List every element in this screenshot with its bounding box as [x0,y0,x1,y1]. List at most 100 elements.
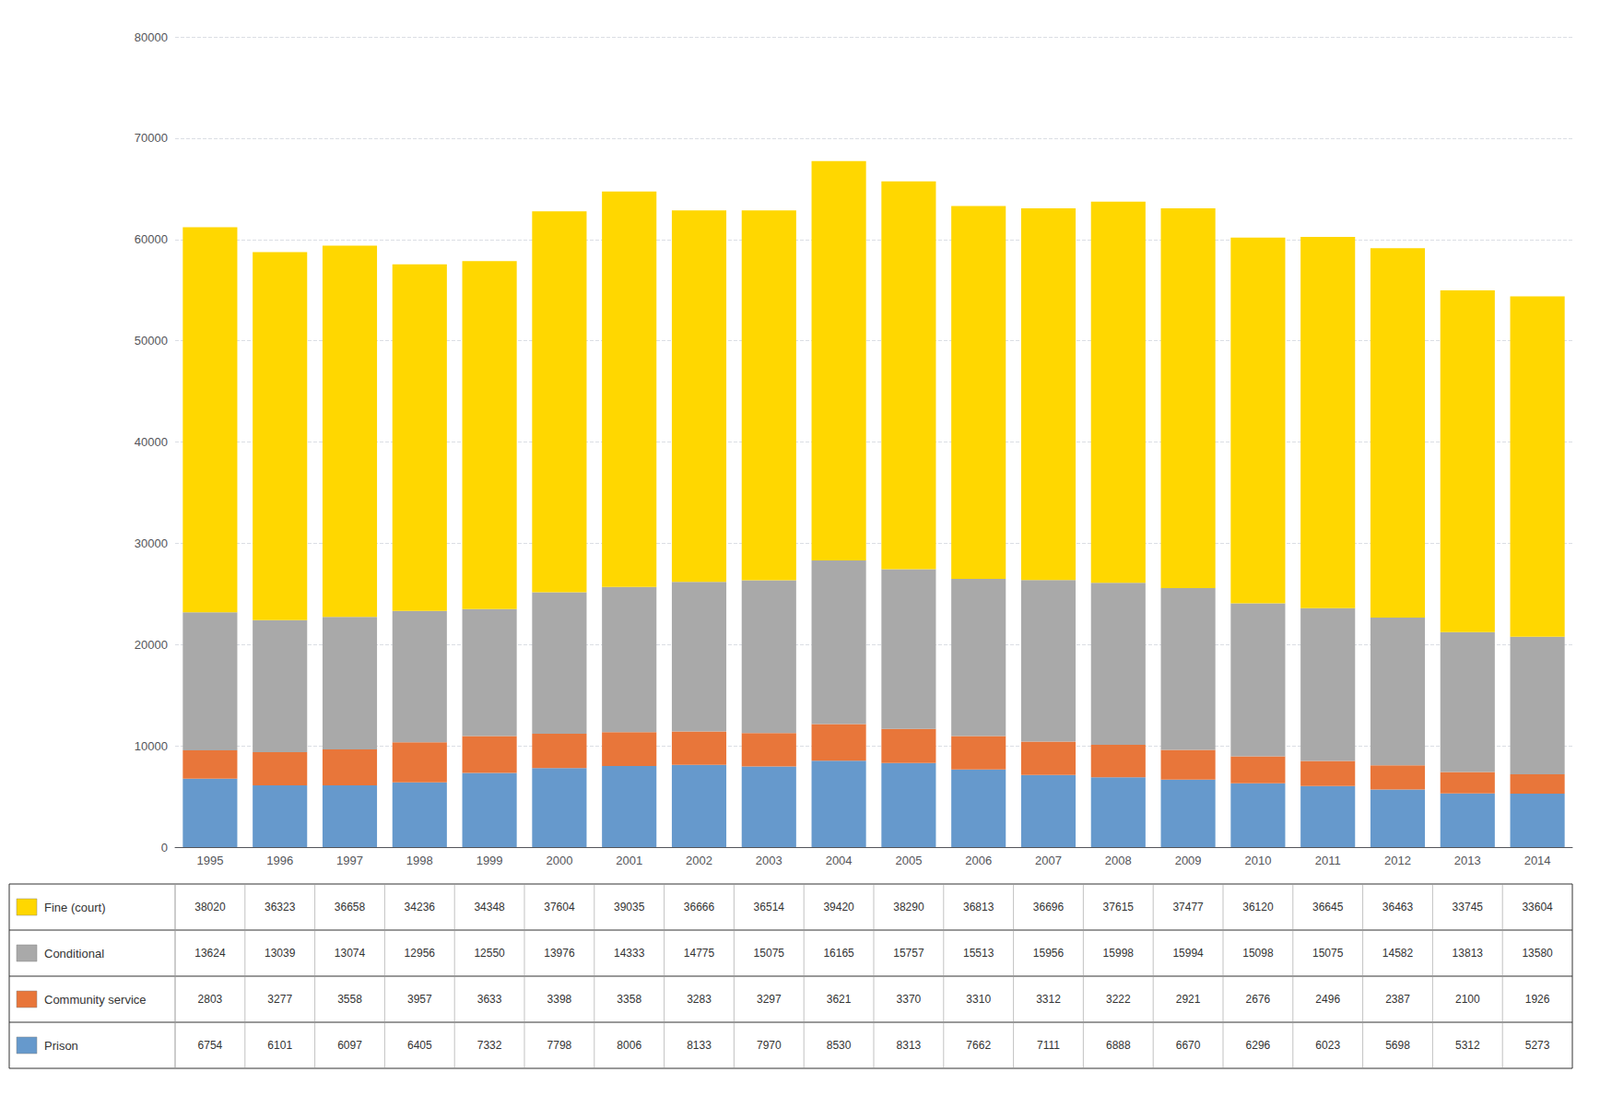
svg-text:6023: 6023 [1315,1038,1341,1052]
svg-text:Community service: Community service [44,992,147,1007]
svg-text:36696: 36696 [1033,900,1065,914]
svg-text:12956: 12956 [404,946,436,960]
svg-text:15513: 15513 [963,946,995,960]
svg-text:Conditional: Conditional [44,946,105,961]
svg-text:33745: 33745 [1452,900,1484,914]
svg-text:1926: 1926 [1525,992,1551,1006]
svg-text:14582: 14582 [1382,946,1414,960]
svg-text:2011: 2011 [1315,853,1342,868]
svg-text:38290: 38290 [893,900,925,914]
svg-text:5273: 5273 [1525,1038,1551,1052]
svg-text:6670: 6670 [1176,1038,1201,1052]
svg-text:39035: 39035 [613,900,646,914]
svg-text:3310: 3310 [965,992,991,1006]
svg-text:1996: 1996 [266,853,294,868]
svg-text:1995: 1995 [196,853,224,868]
svg-text:7662: 7662 [965,1038,991,1052]
svg-text:12550: 12550 [473,946,506,960]
svg-text:2002: 2002 [685,853,713,868]
svg-text:13813: 13813 [1452,946,1484,960]
svg-text:13074: 13074 [334,946,366,960]
svg-text:1997: 1997 [336,853,364,868]
svg-text:6754: 6754 [198,1038,224,1052]
svg-text:1998: 1998 [406,853,434,868]
svg-text:8006: 8006 [616,1038,642,1052]
svg-text:3633: 3633 [477,992,503,1006]
svg-text:34236: 34236 [404,900,436,914]
svg-text:37615: 37615 [1103,900,1135,914]
svg-text:6296: 6296 [1246,1038,1271,1052]
svg-text:15757: 15757 [893,946,925,960]
svg-text:15998: 15998 [1103,946,1135,960]
svg-text:2000: 2000 [545,853,573,868]
svg-text:6888: 6888 [1105,1038,1131,1052]
svg-text:2001: 2001 [615,853,643,868]
svg-text:60000: 60000 [134,232,168,247]
svg-text:2008: 2008 [1105,853,1132,868]
svg-text:7332: 7332 [477,1038,503,1052]
svg-text:3277: 3277 [267,992,293,1006]
svg-text:50000: 50000 [134,333,168,348]
svg-text:2496: 2496 [1315,992,1341,1006]
svg-text:3558: 3558 [337,992,363,1006]
svg-text:Fine (court): Fine (court) [44,900,106,915]
svg-text:15994: 15994 [1172,946,1204,960]
svg-text:2803: 2803 [198,992,224,1006]
svg-text:30000: 30000 [134,536,168,551]
svg-text:3297: 3297 [756,992,782,1006]
svg-text:36813: 36813 [963,900,995,914]
svg-text:36514: 36514 [753,900,786,914]
svg-text:5698: 5698 [1385,1038,1411,1052]
svg-text:2014: 2014 [1524,853,1552,868]
svg-text:3283: 3283 [686,992,712,1006]
svg-text:5312: 5312 [1455,1038,1481,1052]
svg-text:3957: 3957 [407,992,433,1006]
svg-text:36666: 36666 [683,900,716,914]
svg-text:3222: 3222 [1105,992,1131,1006]
svg-text:2006: 2006 [964,853,992,868]
svg-text:36323: 36323 [264,900,296,914]
svg-text:10000: 10000 [134,739,168,753]
svg-text:13976: 13976 [543,946,576,960]
svg-text:14775: 14775 [683,946,716,960]
svg-text:8133: 8133 [686,1038,712,1052]
svg-text:70000: 70000 [134,130,168,145]
svg-text:3621: 3621 [826,992,852,1006]
svg-text:2012: 2012 [1384,853,1412,868]
svg-text:2009: 2009 [1175,853,1202,868]
svg-text:6101: 6101 [267,1038,293,1052]
svg-text:7798: 7798 [547,1038,573,1052]
svg-text:15075: 15075 [753,946,786,960]
svg-text:15956: 15956 [1033,946,1065,960]
svg-text:2007: 2007 [1035,853,1062,868]
svg-text:37604: 37604 [543,900,576,914]
svg-text:13580: 13580 [1521,946,1553,960]
svg-text:7111: 7111 [1036,1038,1060,1052]
svg-text:6405: 6405 [407,1038,433,1052]
svg-text:14333: 14333 [613,946,646,960]
svg-text:3398: 3398 [547,992,573,1006]
svg-text:13624: 13624 [194,946,226,960]
svg-text:3312: 3312 [1035,992,1061,1006]
svg-text:34348: 34348 [473,900,506,914]
svg-text:0: 0 [161,840,168,855]
svg-text:8313: 8313 [896,1038,922,1052]
svg-text:36645: 36645 [1312,900,1344,914]
svg-text:36120: 36120 [1242,900,1274,914]
svg-text:16165: 16165 [823,946,855,960]
svg-text:3358: 3358 [616,992,642,1006]
svg-text:2387: 2387 [1385,992,1411,1006]
svg-text:1999: 1999 [476,853,504,868]
svg-text:39420: 39420 [823,900,855,914]
svg-text:20000: 20000 [134,637,168,652]
svg-text:33604: 33604 [1521,900,1553,914]
svg-text:38020: 38020 [194,900,226,914]
svg-text:2005: 2005 [894,853,922,868]
svg-text:80000: 80000 [134,30,168,45]
svg-text:36463: 36463 [1382,900,1414,914]
svg-text:15098: 15098 [1242,946,1274,960]
svg-text:8530: 8530 [826,1038,852,1052]
svg-text:2004: 2004 [825,853,853,868]
svg-text:40000: 40000 [134,435,168,449]
svg-text:2010: 2010 [1244,853,1271,868]
